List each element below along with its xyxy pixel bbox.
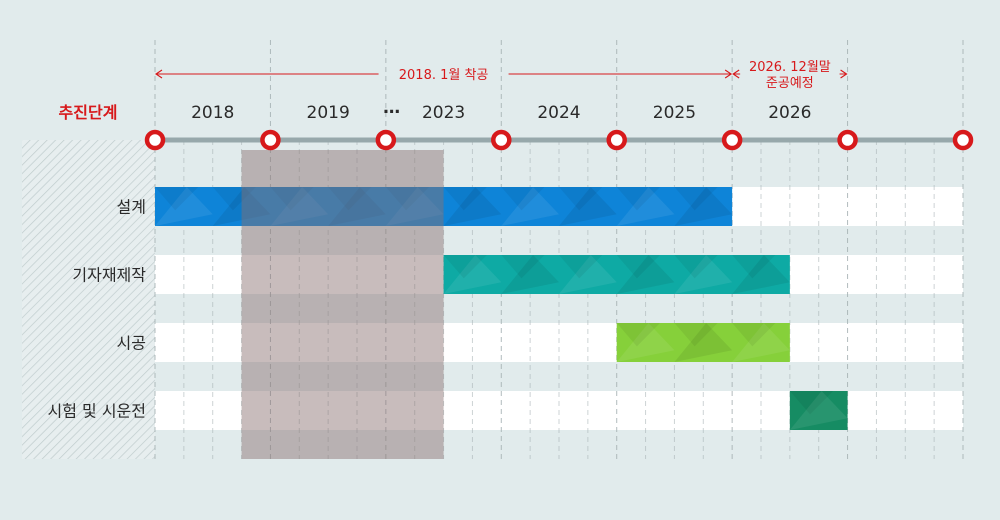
task-bar xyxy=(616,323,790,362)
task-bar-facet xyxy=(385,187,444,226)
timeline-year-label: 2026 xyxy=(768,103,811,123)
task-bar xyxy=(789,391,848,430)
task-bar xyxy=(443,255,790,294)
milestone-marker xyxy=(952,129,974,151)
task-bar-facet xyxy=(674,187,718,211)
milestone-marker xyxy=(375,129,397,151)
annotation-label: 2018. 1월 착공 xyxy=(399,68,489,83)
skipped-period-overlay xyxy=(241,150,444,459)
task-bar-facet xyxy=(501,187,545,211)
timeline-year-label: 2018 xyxy=(191,103,234,123)
task-bar xyxy=(155,187,733,226)
task-bar-facet xyxy=(616,323,675,362)
task-bar-facet xyxy=(559,187,603,211)
task-bar-facet xyxy=(212,187,256,211)
task-bar-facet xyxy=(559,255,603,279)
task-bar-facet xyxy=(559,187,617,226)
task-label: 시공 xyxy=(117,334,146,353)
task-bar-facet xyxy=(212,187,271,226)
task-bar-facet xyxy=(732,323,776,347)
task-bar-facet xyxy=(616,187,675,226)
milestone-marker xyxy=(721,129,743,151)
task-bar-facet xyxy=(616,323,660,347)
task-bar-facet xyxy=(674,255,718,279)
task-bar-facet xyxy=(443,255,502,294)
task-bar-facet xyxy=(328,187,386,226)
milestone-marker xyxy=(837,129,858,151)
task-bar-facet xyxy=(270,187,329,226)
task-bar-facet xyxy=(616,187,660,211)
task-bar-facet xyxy=(443,255,487,279)
task-bar-facet xyxy=(328,187,372,211)
label-column-hatch xyxy=(22,140,155,459)
milestone-marker xyxy=(491,129,512,151)
task-bar-facet xyxy=(501,187,559,226)
annotation-arrow-head xyxy=(732,69,740,79)
timeline-year-label: 2019 xyxy=(307,103,350,123)
phase-heading: 추진단계 xyxy=(59,103,118,122)
milestone-marker xyxy=(260,129,281,151)
task-label: 설계 xyxy=(117,198,146,217)
task-bar-facet xyxy=(443,187,502,226)
task-bar-facet xyxy=(732,255,776,279)
timeline-year-label: 2023 xyxy=(422,103,465,123)
task-bar-facet xyxy=(789,391,834,415)
milestone-marker xyxy=(144,129,166,151)
task-bar-facet xyxy=(616,255,660,279)
annotation-arrow-head xyxy=(724,69,733,79)
task-bar-facet xyxy=(732,323,790,362)
annotation-label: 2026. 12월말 xyxy=(749,60,831,75)
timeline-year-label: 2025 xyxy=(653,103,696,123)
task-bar-facet xyxy=(501,255,559,294)
timeline-year-label: 2024 xyxy=(537,103,580,123)
task-bar-facet xyxy=(616,255,675,294)
task-bar-facet xyxy=(674,323,733,362)
task-bar-facet xyxy=(674,323,718,347)
task-bar-facet xyxy=(674,255,733,294)
task-bar-facet xyxy=(789,391,848,430)
annotation-label: 준공예정 xyxy=(766,76,814,91)
timeline-ellipsis: … xyxy=(383,98,400,118)
task-bar-facet xyxy=(501,255,545,279)
task-bar-facet xyxy=(385,187,430,211)
task-bar-facet xyxy=(674,187,733,226)
annotation-arrow-head xyxy=(155,69,163,79)
task-bar-facet xyxy=(559,255,617,294)
task-bar-facet xyxy=(443,187,487,211)
task-bar-facet xyxy=(155,187,213,226)
task-bar-facet xyxy=(155,187,199,211)
task-label: 시험 및 시운전 xyxy=(48,402,147,421)
task-bar-facet xyxy=(270,187,314,211)
milestone-marker xyxy=(606,129,627,151)
task-label: 기자재제작 xyxy=(72,266,146,285)
annotation-arrow-head xyxy=(840,69,848,79)
task-bar-facet xyxy=(732,255,790,294)
